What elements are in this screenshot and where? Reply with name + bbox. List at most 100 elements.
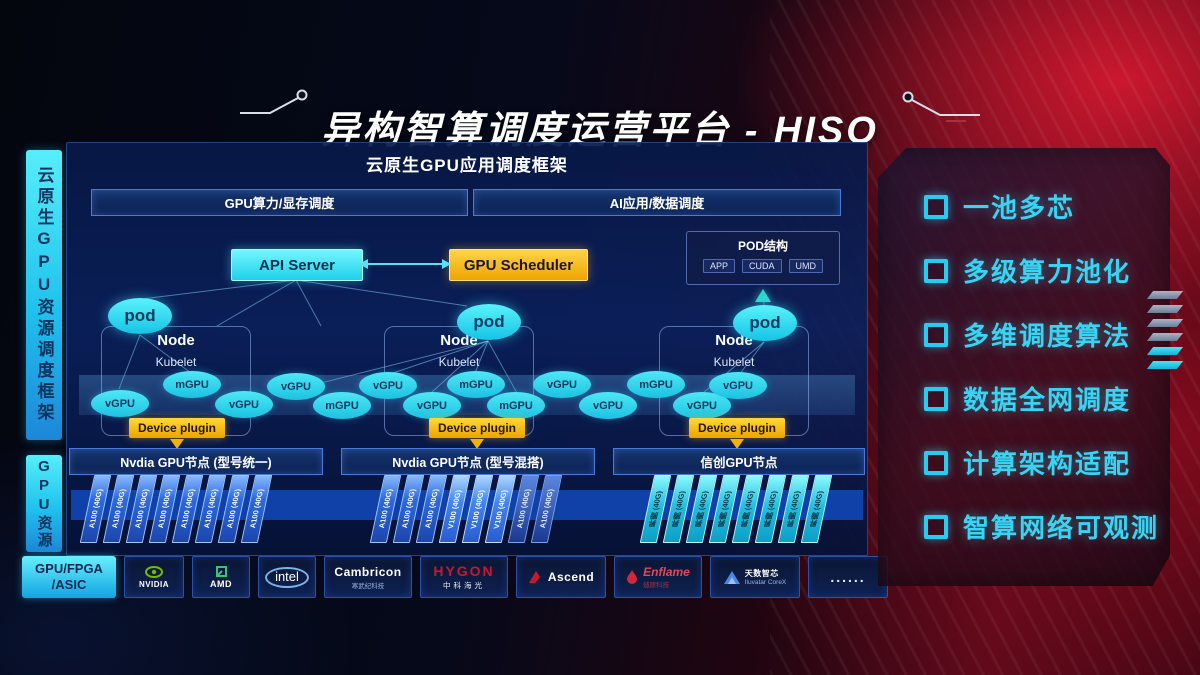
sidebar-label-gpu-resources: GPU资源 [26, 455, 62, 552]
vendor-dots: ...... [808, 556, 888, 598]
pod-item-app: APP [702, 259, 735, 273]
vendor-subname: 燧原科技 [643, 582, 670, 589]
bar-ai-data-scheduling: AI应用/数据调度 [473, 189, 841, 216]
gpu-row-header-mixed: Nvdia GPU节点 (型号混搭) [341, 448, 595, 475]
kubelet-label: Kubelet [438, 355, 480, 369]
vendor-logo-row: GPU/FPGA /ASIC NVIDIA AMD intel Cambricon 寒武… [22, 556, 888, 598]
feature-item: 一池多芯 [924, 191, 1159, 223]
gpu-cards-group-3: 昇腾 (40G) 昇腾 (40G) 昇腾 (40G) 昇腾 (40G) 昇腾 (40G)… [639, 475, 833, 543]
gpu-ellipse-vgpu: vGPU [533, 371, 591, 398]
gpu-ellipse-vgpu: vGPU [709, 372, 767, 399]
square-bullet-icon [924, 258, 948, 283]
vendor-iluvatar: 天数智芯 Iluvatar CoreX [710, 556, 800, 598]
feature-label: 多级算力池化 [963, 257, 1132, 287]
vendor-subname: 寒武纪科技 [351, 582, 385, 590]
feature-item: 计算架构适配 [924, 447, 1159, 479]
square-bullet-icon [924, 322, 948, 347]
gpu-card-label: 昇腾 (40G) [808, 490, 825, 528]
ascend-logo-icon [528, 571, 540, 583]
feature-label: 智算网络可观测 [963, 513, 1160, 543]
pod-ellipse-3: pod [733, 305, 797, 341]
pod-item-umd: UMD [788, 259, 824, 273]
gpu-row-header-xinchuang: 信创GPU节点 [613, 448, 865, 475]
vendor-name: 天数智芯 [744, 569, 779, 578]
vendor-intel: intel [258, 556, 316, 598]
node-label: Node [440, 332, 478, 349]
gpu-card-label: A100 (40G) [201, 489, 220, 529]
diagram-header: 云原生GPU应用调度框架 [366, 156, 568, 175]
vendor-name: HYGON [433, 563, 495, 579]
hazard-stripes-deco [1146, 291, 1184, 375]
feature-item: 多级算力池化 [924, 255, 1159, 287]
circuit-deco-left [240, 89, 308, 114]
feature-label: 一池多芯 [963, 193, 1076, 223]
gpu-ellipse-vgpu: vGPU [91, 390, 149, 417]
feature-label: 多维调度算法 [963, 321, 1132, 351]
nvidia-eye-icon [145, 565, 163, 578]
pod-item-cuda: CUDA [742, 259, 782, 273]
gpu-ellipse-mgpu: mGPU [313, 392, 371, 419]
vendor-name: Ascend [547, 570, 595, 584]
gpu-cards-group-1: A100 (40G) A100 (40G) A100 (40G) A100 (40G)… [79, 475, 273, 543]
amd-arrow-icon [215, 566, 227, 577]
device-plugin-1: Device plugin [129, 418, 225, 438]
api-server-box: API Server [231, 249, 363, 281]
gpu-card-label: A100 (40G) [537, 489, 556, 529]
square-bullet-icon [924, 386, 948, 411]
gpu-card-label: V100 (40G) [445, 489, 464, 529]
vendor-cambricon: Cambricon 寒武纪科技 [324, 556, 412, 598]
gpu-ellipse-mgpu: mGPU [447, 371, 505, 398]
device-plugin-arrow-icon [730, 439, 744, 449]
vendor-name: Cambricon [334, 564, 402, 579]
gpu-ellipse-vgpu: vGPU [579, 392, 637, 419]
gpu-card-label: V100 (40G) [491, 489, 510, 529]
gpu-ellipse-mgpu: mGPU [627, 371, 685, 398]
vendor-hygon: HYGON 中科海光 [420, 556, 508, 598]
gpu-card-label: A100 (40G) [399, 489, 418, 529]
gpu-card-label: A100 (40G) [155, 489, 174, 529]
vendor-ascend: Ascend [516, 556, 606, 598]
device-plugin-3: Device plugin [689, 418, 785, 438]
gpu-ellipse-vgpu: vGPU [403, 392, 461, 419]
feature-item: 智算网络可观测 [924, 511, 1160, 543]
pod-ellipse-1: pod [108, 298, 172, 334]
iluvatar-triangle-icon [723, 570, 740, 584]
pod-structure-title: POD结构 [737, 239, 788, 253]
gpu-card-label: A100 (40G) [86, 489, 105, 529]
vendor-name: Enflame [643, 565, 690, 579]
gpu-card-label: 昇腾 (40G) [785, 490, 802, 528]
kubelet-label: Kubelet [155, 355, 197, 369]
gpu-card-label: 昇腾 (40G) [716, 490, 733, 528]
gpu-scheduler-box: GPU Scheduler [449, 249, 588, 281]
sidebar-label-framework: 云原生GPU资源调度框架 [26, 150, 62, 440]
architecture-diagram: 云原生GPU应用调度框架 GPU算力/显存调度 AI应用/数据调度 API Se… [66, 142, 868, 556]
gpu-card-label: 昇腾 (40G) [647, 490, 664, 528]
pod-structure-items: APP CUDA UMD [687, 259, 839, 273]
gpu-card-label: A100 (40G) [422, 489, 441, 529]
gpu-card-label: 昇腾 (40G) [762, 490, 779, 528]
feature-item: 多维调度算法 [924, 319, 1159, 351]
enflame-flame-icon [627, 570, 638, 584]
gpu-card-label: 昇腾 (40G) [739, 490, 756, 528]
gpu-ellipse-mgpu: mGPU [487, 392, 545, 419]
gpu-card-label: V100 (40G) [468, 489, 487, 529]
gpu-ellipse-vgpu: vGPU [267, 373, 325, 400]
gpu-card-label: 昇腾 (40G) [670, 490, 687, 528]
feature-panel [878, 148, 1170, 586]
vendor-amd: AMD [192, 556, 250, 598]
gpu-card-label: A100 (40G) [514, 489, 533, 529]
circuit-deco-right [902, 91, 980, 122]
gpu-card-label: A100 (40G) [247, 489, 266, 529]
gpu-ellipse-vgpu: vGPU [359, 372, 417, 399]
gpu-ellipse-vgpu: vGPU [215, 391, 273, 418]
square-bullet-icon [924, 450, 948, 475]
kubelet-label: Kubelet [713, 355, 755, 369]
feature-item: 数据全网调度 [924, 383, 1159, 415]
gpu-card-label: 昇腾 (40G) [693, 490, 710, 528]
connector-lines [118, 279, 765, 394]
gpu-card-label: A100 (40G) [132, 489, 151, 529]
vendor-name: AMD [210, 579, 232, 589]
bar-gpu-compute-scheduling: GPU算力/显存调度 [91, 189, 468, 216]
square-bullet-icon [924, 194, 948, 219]
vendor-nvidia: NVIDIA [124, 556, 184, 598]
